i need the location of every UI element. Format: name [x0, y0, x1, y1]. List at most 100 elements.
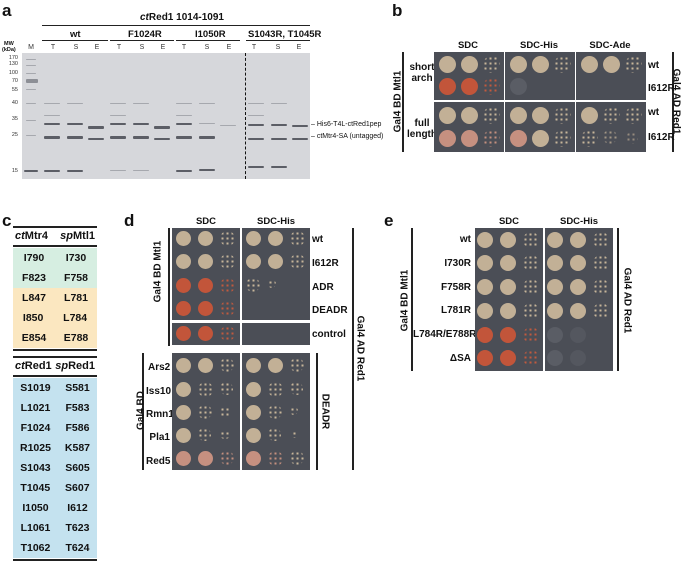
group-bracket — [246, 40, 310, 41]
panel-e-letter: e — [384, 212, 393, 229]
mw-marker: 40 — [2, 100, 18, 106]
lane-label: T — [247, 44, 261, 51]
lane-label: S — [271, 44, 285, 51]
column-sdc-his: SDC-His — [545, 216, 613, 227]
mw-marker: 130 — [2, 61, 18, 67]
row-label: Red5 — [146, 456, 170, 467]
group-label-wt: wt — [70, 29, 81, 40]
row-label: wt — [312, 234, 323, 245]
lane-label: E — [222, 44, 236, 51]
lane-label: M — [24, 44, 38, 51]
mw-marker: 15 — [2, 168, 18, 174]
row-label: wt — [648, 60, 659, 71]
sds-page-gel — [22, 53, 310, 179]
lane-label: S — [200, 44, 214, 51]
panel-c-letter: c — [2, 212, 11, 229]
bracket-ad-red1 — [352, 228, 354, 470]
lane-label: S — [69, 44, 83, 51]
label-gal4-bd-mtl1: Gal4 BD Mtl1 — [400, 261, 411, 341]
label-gal4-bd: Gal4 BD — [136, 386, 147, 436]
mw-marker: 35 — [2, 116, 18, 122]
panel-a-letter: a — [2, 2, 11, 19]
row-label: F758R — [415, 282, 471, 293]
lane-label: E — [292, 44, 306, 51]
plate-sdc-ade-short — [576, 52, 646, 100]
lane-label: T — [112, 44, 126, 51]
bracket-deadr — [316, 353, 318, 470]
label-gal4-bd-mtl1: Gal4 BD Mtl1 — [393, 62, 404, 142]
mw-marker: 25 — [2, 132, 18, 138]
row-label: I612R — [648, 83, 675, 94]
construct-bracket — [42, 25, 310, 26]
lane-label: E — [90, 44, 104, 51]
plate-sdc-ade-full — [576, 102, 646, 152]
row-label: I612R — [312, 258, 339, 269]
plate-sdc-control — [172, 323, 240, 345]
row-label: Iss10 — [146, 386, 170, 397]
band-label-his-t4l: – His6-T4L-ctRed1pep — [311, 121, 381, 128]
row-label: I612R — [648, 132, 675, 143]
plate-sdc-bottom — [172, 353, 240, 470]
row-label: Rmn1 — [146, 409, 170, 420]
group-label-s1043r-t1045r: S1043R, T1045R — [248, 29, 321, 40]
group-bracket — [110, 40, 174, 41]
gel-divider — [245, 53, 246, 179]
plate-sdc-his-control — [242, 323, 310, 345]
column-sdc-his: SDC-His — [242, 216, 310, 227]
plate-sdc-his-full — [505, 102, 575, 152]
column-sdc: SDC — [475, 216, 543, 227]
mw-header: MW (kDa) — [2, 41, 16, 53]
column-sdc: SDC — [172, 216, 240, 227]
mw-marker: 100 — [2, 70, 18, 76]
row-label: wt — [415, 234, 471, 245]
lane-label: E — [156, 44, 170, 51]
table-header: ctMtr4 spMtl1 — [13, 227, 97, 245]
label-gal4-ad-red1: Gal4 AD Red1 — [622, 261, 633, 341]
row-label: Pla1 — [146, 432, 170, 443]
band-label-mtr4-sa: – ctMtr4-SA (untagged) — [311, 133, 383, 140]
lane-label: T — [46, 44, 60, 51]
group-label-i1050r: I1050R — [195, 29, 226, 40]
row-label: I730R — [415, 258, 471, 269]
column-sdc-his: SDC-His — [505, 40, 573, 51]
row-label: DEADR — [312, 305, 348, 316]
label-gal4-ad-red1: Gal4 AD Red1 — [671, 62, 681, 142]
panel-d-letter: d — [124, 212, 134, 229]
gel-construct-title: ctRed1 1014-1091 — [140, 12, 224, 23]
row-label: control — [312, 329, 346, 340]
column-sdc: SDC — [434, 40, 502, 51]
row-label: L781R — [415, 305, 471, 316]
bracket-ad-red1 — [617, 228, 619, 371]
mw-marker: 55 — [2, 87, 18, 93]
row-label: L784R/E788R — [413, 329, 473, 340]
panel-b-letter: b — [392, 2, 402, 19]
group-bracket — [176, 40, 240, 41]
plate-sdc-his-short — [505, 52, 575, 100]
column-sdc-ade: SDC-Ade — [576, 40, 644, 51]
bracket-bd-mtl1 — [411, 228, 413, 371]
label-deadr: DEADR — [320, 387, 331, 437]
bracket-bd-mtl1 — [168, 228, 170, 346]
label-gal4-bd-mtl1: Gal4 BD Mtl1 — [153, 232, 164, 312]
plate-sdc-his-top — [242, 228, 310, 320]
plate-sdc-short — [434, 52, 504, 100]
row-label: ΔSA — [415, 353, 471, 364]
label-gal4-ad-red1: Gal4 AD Red1 — [355, 309, 366, 389]
plate-sdc-his-bottom — [242, 353, 310, 470]
lane-label: S — [135, 44, 149, 51]
lane-label: T — [177, 44, 191, 51]
row-label: wt — [648, 107, 659, 118]
